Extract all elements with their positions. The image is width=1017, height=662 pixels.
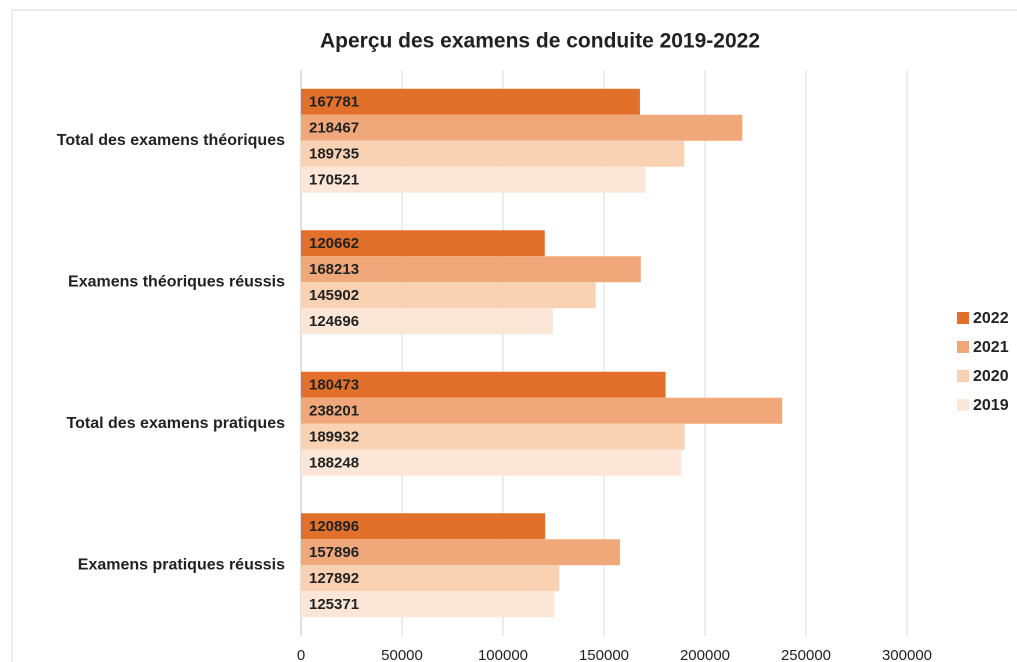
- legend-swatch: [957, 370, 969, 382]
- value-label: 189735: [309, 146, 359, 163]
- bar: [301, 565, 560, 592]
- bar: [301, 513, 546, 540]
- value-label: 180473: [309, 377, 359, 394]
- bar: [301, 371, 666, 398]
- x-tick-label: 0: [297, 647, 305, 662]
- x-tick-label: 300000: [882, 647, 932, 662]
- value-label: 188248: [309, 455, 359, 472]
- bar: [301, 114, 743, 141]
- legend-swatch: [957, 312, 969, 324]
- bar: [301, 140, 685, 167]
- bar: [301, 308, 553, 335]
- legend-label: 2020: [973, 368, 1009, 385]
- value-label: 168213: [309, 261, 359, 278]
- y-tick-label: Total des examens pratiques: [67, 415, 286, 432]
- x-tick-label: 200000: [680, 647, 730, 662]
- value-label: 157896: [309, 544, 359, 561]
- value-label: 124696: [309, 313, 359, 330]
- y-tick-label: Examens théoriques réussis: [68, 273, 285, 290]
- value-label: 189932: [309, 429, 359, 446]
- chart-title: Aperçu des examens de conduite 2019-2022: [320, 30, 760, 53]
- value-label: 218467: [309, 120, 359, 137]
- bar: [301, 539, 620, 566]
- value-label: 145902: [309, 287, 359, 304]
- legend-swatch: [957, 341, 969, 353]
- value-label: 125371: [309, 596, 359, 613]
- bar: [301, 591, 555, 618]
- bar: [301, 88, 640, 115]
- y-tick-label: Total des examens théoriques: [57, 132, 285, 149]
- legend-swatch: [957, 399, 969, 411]
- value-label: 120896: [309, 518, 359, 535]
- bar: [301, 397, 783, 424]
- bar: [301, 256, 641, 283]
- x-tick-label: 250000: [781, 647, 831, 662]
- value-label: 120662: [309, 235, 359, 252]
- bar: [301, 166, 646, 193]
- bar: [301, 449, 682, 476]
- legend-label: 2021: [973, 339, 1009, 356]
- bar: [301, 282, 596, 309]
- value-label: 170521: [309, 172, 359, 189]
- value-label: 238201: [309, 403, 359, 420]
- x-tick-label: 150000: [579, 647, 629, 662]
- value-label: 127892: [309, 570, 359, 587]
- x-tick-label: 100000: [478, 647, 528, 662]
- y-tick-label: Examens pratiques réussis: [78, 556, 285, 573]
- bar: [301, 230, 545, 257]
- legend-label: 2019: [973, 397, 1009, 414]
- bar: [301, 423, 685, 450]
- x-tick-label: 50000: [381, 647, 423, 662]
- value-label: 167781: [309, 94, 359, 111]
- legend-label: 2022: [973, 310, 1009, 327]
